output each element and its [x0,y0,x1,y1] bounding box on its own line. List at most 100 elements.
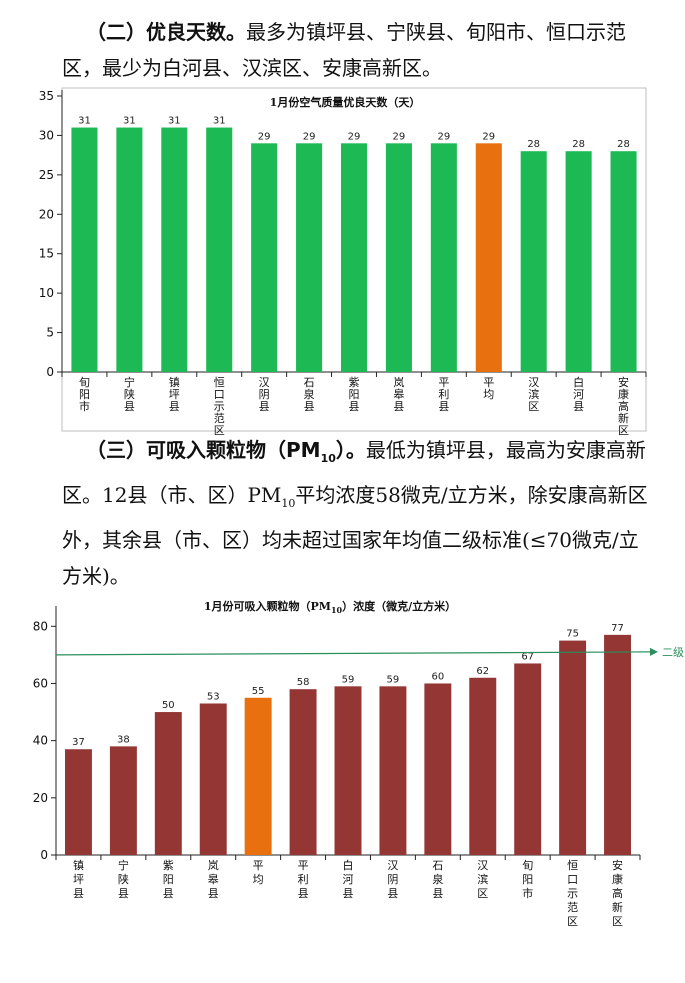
good-days-category-label: 平利县 [438,376,449,413]
pm10-bar [64,749,92,855]
pm10-category-label: 安康高新区 [612,858,623,928]
pm10-data-label: 75 [566,629,579,640]
good-days-y-tick-label: 15 [39,247,54,261]
pm10-y-tick-label: 40 [33,734,48,748]
pm10-reference-line [55,651,651,656]
pm10-y-tick-label: 20 [33,791,48,805]
good-days-category-label: 恒口示范区 [214,376,225,437]
pm10-data-label: 59 [342,674,355,685]
section3-paragraph: （三）可吸入颗粒物（PM10）。最低为镇坪县，最高为安康高新区。12县（市、区）… [62,432,658,594]
section2-text: 最多为镇坪县、宁陕县、旬阳市、恒口示范区，最少为白河县、汉滨区、安康高新区。 [62,20,626,80]
good-days-bar [385,143,412,372]
good-days-y-tick-label: 25 [39,168,54,182]
good-days-data-label: 29 [393,131,406,142]
pm10-bar [514,663,542,855]
good-days-y-tick-label: 10 [39,286,54,300]
pm10-y-tick-label: 80 [33,619,48,633]
good-days-bar [340,143,368,372]
good-days-bar [475,143,502,372]
pm10-bar [244,697,272,855]
section3-heading: （三）可吸入颗粒物（PM10）。 [86,438,366,465]
good-days-data-label: 29 [303,131,316,142]
good-days-category-label: 镇坪县 [169,375,180,413]
pm10-bar [604,634,632,855]
pm10-data-label: 38 [117,734,130,745]
pm10-bar [469,677,497,855]
good-days-category-label: 汉滨区 [528,376,539,413]
section2-paragraph: （二）优良天数。最多为镇坪县、宁陕县、旬阳市、恒口示范区，最少为白河县、汉滨区、… [62,14,658,86]
good-days-y-tick-label: 20 [39,207,54,221]
pm10-category-label: 宁陕县 [118,858,129,900]
pm10-data-label: 77 [611,623,624,634]
pm10-data-label: 62 [476,666,489,677]
good-days-bar [520,151,547,372]
good-days-category-label: 岚皋县 [393,376,404,413]
pm10-data-label: 60 [431,671,444,682]
good-days-data-label: 28 [572,139,585,150]
pm10-category-label: 石泉县 [432,859,443,900]
good-days-bar [161,127,188,373]
pm10-data-label: 50 [162,700,175,711]
pm10-y-tick-label: 60 [33,676,48,690]
good-days-data-label: 31 [168,116,181,127]
pm10-bar [109,746,137,855]
pm10-bar [289,689,317,855]
pm10-data-label: 58 [297,677,310,688]
pm10-category-label: 岚皋县 [208,859,219,900]
good-days-category-label: 旬阳市 [79,376,90,413]
pm10-category-label: 旬阳市 [522,859,533,900]
good-days-y-tick-label: 30 [39,128,54,142]
pm10-category-label: 汉滨区 [477,859,488,900]
pm10-data-label: 55 [252,686,265,697]
good-days-category-label: 紫阳县 [349,376,360,413]
pm10-data-label: 37 [72,737,85,748]
section2-heading: （二）优良天数。 [86,20,246,44]
good-days-category-label: 安康高新区 [618,375,629,437]
pm10-bar [154,712,182,855]
good-days-data-label: 29 [482,131,495,142]
good-days-data-label: 31 [213,116,226,127]
pm10-bar [199,703,227,855]
good-days-data-label: 29 [348,131,361,142]
good-days-bar [296,143,323,372]
good-days-category-label: 宁陕县 [124,375,135,413]
pm10-category-label: 平利县 [298,859,309,900]
pm10-category-label: 恒口示范区 [567,859,578,928]
pm10-data-label: 59 [387,674,400,685]
pm10-category-label: 白河县 [343,858,354,900]
good-days-data-label: 31 [123,116,136,127]
good-days-chart-title: 1月份空气质量优良天数（天） [270,95,421,109]
good-days-bar [430,143,457,372]
good-days-bar [71,127,98,373]
good-days-data-label: 29 [437,131,450,142]
pm10-category-label: 平均 [253,859,264,886]
section3-text: 最低为镇坪县，最高为安康高新区。12县（市、区）PM10平均浓度58微克/立方米… [62,438,648,588]
good-days-bar [610,151,637,372]
good-days-category-label: 白河县 [573,375,584,413]
good-days-category-label: 汉阴县 [259,376,270,413]
good-days-y-tick-label: 35 [39,89,54,103]
good-days-data-label: 29 [258,131,271,142]
good-days-y-tick-label: 5 [46,326,54,340]
good-days-data-label: 28 [617,139,630,150]
good-days-bar [116,127,143,373]
pm10-category-label: 紫阳县 [163,859,174,900]
good-days-data-label: 31 [78,116,91,127]
pm10-data-label: 67 [521,651,534,662]
pm10-reference-label: 二级 [662,646,684,659]
pm10-chart-title: 1月份可吸入颗粒物（PM10）浓度（微克/立方米） [204,599,456,615]
pm10-y-tick-label: 0 [40,848,48,862]
good-days-category-label: 石泉县 [304,376,315,413]
good-days-bar [206,127,233,373]
pm10-category-label: 汉阴县 [387,859,398,900]
pm10-reference-arrow [650,647,658,656]
good-days-bar [565,151,592,372]
pm10-bar [334,686,362,855]
good-days-y-tick-label: 0 [46,365,54,379]
pm10-bar [559,640,587,855]
good-days-category-label: 平均 [483,376,494,401]
pm10-bar [424,683,452,855]
good-days-bar [251,143,278,372]
pm10-bar [379,686,407,855]
